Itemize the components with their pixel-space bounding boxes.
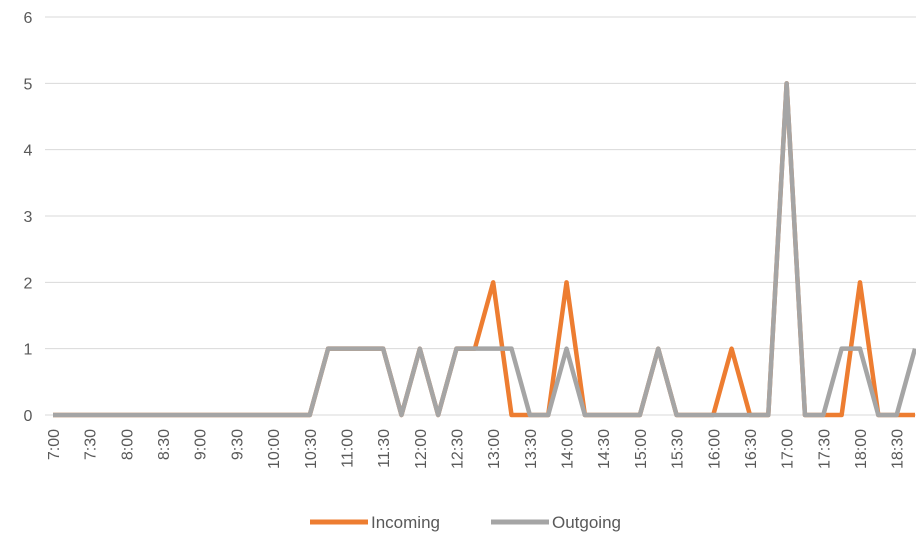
- y-tick-label: 1: [24, 342, 33, 359]
- x-tick-label: 13:00: [486, 429, 503, 469]
- x-tick-label: 12:00: [413, 429, 430, 469]
- y-axis: 0 1 2 3 4 5 6: [24, 10, 33, 425]
- x-tick-label: 7:00: [46, 429, 63, 460]
- legend-label: Incoming: [371, 513, 440, 532]
- series-line-outgoing: [53, 81, 916, 418]
- y-tick-label: 4: [24, 143, 33, 160]
- x-tick-label: 8:00: [119, 429, 136, 460]
- x-tick-label: 7:30: [83, 429, 100, 460]
- x-axis: 7:00 7:30 8:00 8:30 9:00 9:30 10:00 10:30 11:00 1…: [46, 429, 907, 469]
- x-tick-label: 9:30: [229, 429, 246, 460]
- x-tick-label: 11:00: [339, 429, 356, 468]
- series-lines: [53, 81, 916, 418]
- x-tick-label: 17:30: [816, 429, 833, 469]
- x-tick-label: 15:00: [633, 429, 650, 469]
- x-tick-label: 9:00: [193, 429, 210, 460]
- legend-item-outgoing: Outgoing: [491, 513, 621, 532]
- x-tick-label: 17:00: [780, 429, 797, 469]
- legend: Incoming Outgoing: [310, 513, 621, 532]
- y-tick-label: 5: [24, 76, 33, 93]
- x-tick-label: 10:00: [266, 429, 283, 469]
- y-tick-label: 3: [24, 209, 33, 226]
- x-tick-label: 12:30: [449, 429, 466, 469]
- x-tick-label: 11:30: [376, 429, 393, 468]
- legend-label: Outgoing: [552, 513, 621, 532]
- y-tick-label: 6: [24, 10, 33, 27]
- x-tick-label: 8:30: [156, 429, 173, 460]
- y-tick-label: 2: [24, 275, 33, 292]
- y-tick-label: 0: [24, 408, 33, 425]
- x-tick-label: 10:30: [303, 429, 320, 469]
- gridlines: [45, 16, 916, 416]
- x-tick-label: 16:00: [706, 429, 723, 469]
- x-tick-label: 14:30: [596, 429, 613, 469]
- legend-item-incoming: Incoming: [310, 513, 440, 532]
- x-tick-label: 15:30: [670, 429, 687, 469]
- x-tick-label: 13:30: [523, 429, 540, 469]
- x-tick-label: 18:00: [853, 429, 870, 469]
- x-tick-label: 14:00: [560, 429, 577, 469]
- x-tick-label: 16:30: [743, 429, 760, 469]
- x-tick-label: 18:30: [890, 429, 907, 469]
